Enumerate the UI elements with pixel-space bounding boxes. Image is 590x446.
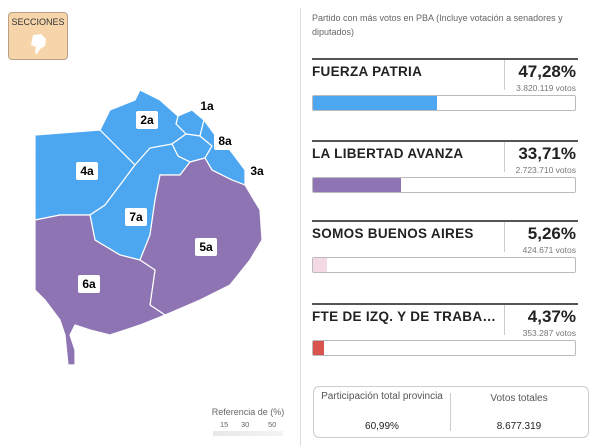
bar-track [312,95,576,111]
legend-scale [213,431,283,436]
summary: Participación total provincia 60,99% Vot… [313,386,589,438]
section-label-box [214,132,236,150]
section-label-box [196,97,218,115]
bar [313,96,437,110]
section-label: 7a [129,210,143,224]
separator [450,393,451,431]
divider [300,8,301,446]
section-label-box [125,208,147,226]
votes: 424.671 votos [522,245,576,255]
map: 1a 2a 8a 3a 4a 7a 5a 6a [34,89,268,366]
section-label: 1a [200,99,214,113]
legend-tick: 15 [220,420,229,429]
votes: 353.287 votos [522,328,576,338]
icon [31,34,46,54]
bar [313,258,327,272]
total-label: Votos totales [490,393,548,404]
result-row: SOMOS BUENOS AIRES 5,26% 424.671 votos [312,220,578,282]
bar-track [312,177,576,193]
button-label: SECCIONES [11,17,65,27]
section-label-box [76,162,98,180]
bar-track [312,340,576,356]
legend-tick: 30 [241,420,250,429]
party-name: SOMOS BUENOS AIRES [312,226,474,241]
subtitle: Partido con más votos en PBA (Incluye vo… [312,13,563,37]
section-label: 6a [82,277,96,291]
sections-button[interactable]: SECCIONES [8,12,68,60]
divider [504,305,505,335]
percentage: 33,71% [518,144,576,163]
result-row: FUERZA PATRIA 47,28% 3.820.119 votos [312,58,578,120]
divider [504,222,505,252]
section-label-box [136,111,158,129]
total-value: 8.677.319 [496,421,542,432]
result-row: FTE DE IZQ. Y DE TRABAJADORES - UNIDAD 4,… [312,303,578,365]
section-label-box [195,238,217,256]
votes: 3.820.119 votos [516,83,576,93]
participation-label: Participación total provincia [321,391,443,402]
divider [504,60,505,90]
section-label: 8a [218,134,232,148]
party-name: LA LIBERTAD AVANZA [312,146,464,161]
party-name: FUERZA PATRIA [312,64,423,79]
percentage: 47,28% [518,62,576,81]
legend-title: Referencia de (%) [211,407,285,417]
bar [313,341,325,355]
percentage: 4,37% [527,307,576,326]
section-label: 2a [140,113,154,127]
divider [504,142,505,172]
percentage: 5,26% [527,224,576,243]
section-label: 4a [80,164,94,178]
section-label-box [246,162,268,180]
section-label: 3a [250,164,264,178]
section-label-box [78,275,100,293]
result-row: LA LIBERTAD AVANZA 33,71% 2.723.710 votos [312,140,578,202]
bar-track [312,257,576,273]
votes: 2.723.710 votos [515,165,577,175]
party-name: FTE DE IZQ. Y DE TRABAJADORES - UNIDAD [312,309,498,324]
section-label: 5a [199,240,213,254]
participation-value: 60,99% [365,421,399,432]
bar [313,178,402,192]
legend-tick: 50 [268,420,277,429]
